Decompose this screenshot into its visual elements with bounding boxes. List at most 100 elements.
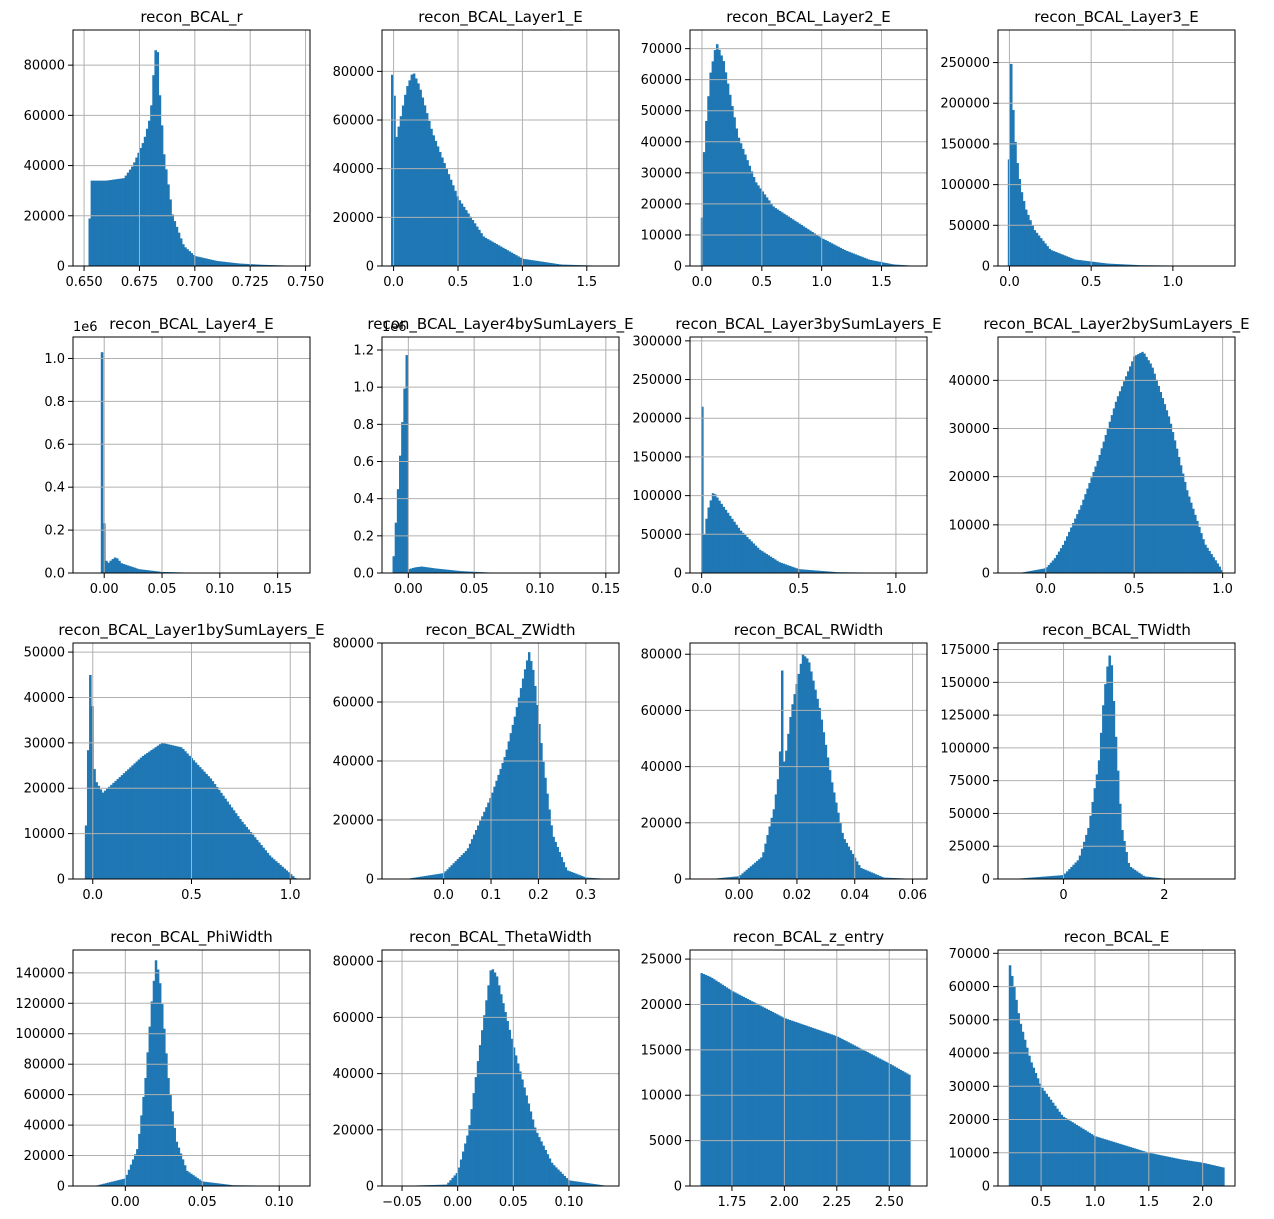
y-tick-label: 50000 (641, 104, 682, 119)
x-tick-label: 0.0 (692, 275, 713, 290)
y-tick-label: 0 (674, 873, 682, 888)
chart-title: recon_BCAL_r (140, 8, 243, 27)
x-tick-label: 1.0 (512, 275, 533, 290)
y-tick-label: 250000 (940, 56, 990, 71)
histogram-panel: −0.05 0.00 0.05 0.10020000400006000080000re… (333, 928, 619, 1210)
y-tick-label: 200000 (940, 97, 990, 112)
y-tick-label: 20000 (949, 1113, 990, 1128)
x-tick-label: 0.5 (788, 582, 809, 597)
y-tick-label: 0 (57, 873, 65, 888)
y-tick-label: 0.0 (353, 567, 374, 582)
y-tick-label: 20000 (24, 209, 65, 224)
y-tick-label: 40000 (24, 691, 65, 706)
y-tick-label: 20000 (641, 998, 682, 1013)
axes-frame (382, 337, 619, 573)
x-tick-label: 1.0 (280, 888, 301, 903)
y-tick-label: 60000 (24, 1088, 65, 1103)
y-tick-label: 0 (366, 873, 374, 888)
histogram-panel: 0 202500050000750001000001250001500001750… (940, 621, 1235, 903)
y-tick-label: 25000 (641, 953, 682, 968)
histogram-bars (1008, 64, 1223, 266)
histogram-bars (406, 652, 610, 879)
chart-title: recon_BCAL_E (1064, 928, 1170, 947)
y-tick-label: 0.0 (44, 567, 65, 582)
y-tick-label: 30000 (24, 736, 65, 751)
y-tick-label: 15000 (641, 1043, 682, 1058)
y-tick-label: 120000 (15, 997, 65, 1012)
chart-title: recon_BCAL_Layer1_E (418, 8, 582, 27)
x-tick-label: 0.750 (287, 275, 324, 290)
y-tick-label: 0.6 (353, 455, 374, 470)
x-tick-label: 1.0 (1163, 275, 1184, 290)
y-tick-label: 20000 (24, 1149, 65, 1164)
x-tick-label: 0.05 (148, 582, 177, 597)
y-tick-label: 30000 (949, 422, 990, 437)
chart-title: recon_BCAL_Layer3bySumLayers_E (675, 315, 941, 334)
histogram-panel: 0.5 1.0 1.5 2.00100002000030000400005000060… (949, 928, 1235, 1210)
y-tick-label: 40000 (333, 755, 374, 770)
x-tick-label: −0.05 (382, 1195, 422, 1210)
y-tick-label: 140000 (15, 966, 65, 981)
y-tick-label: 20000 (24, 782, 65, 797)
y-tick-label: 10000 (641, 1089, 682, 1104)
histogram-bar (1222, 1167, 1225, 1186)
y-tick-label: 70000 (949, 947, 990, 962)
x-tick-label: 0.00 (725, 888, 754, 903)
x-tick-label: 0.15 (263, 582, 292, 597)
y-tick-label: 1.2 (353, 344, 374, 359)
histogram-panel: 0.0 0.5 1.001000020000300004000050000recon… (24, 621, 325, 903)
x-tick-label: 0.675 (121, 275, 158, 290)
y-tick-label: 150000 (940, 137, 990, 152)
chart-title: recon_BCAL_PhiWidth (110, 928, 272, 947)
x-tick-label: 0.00 (111, 1195, 140, 1210)
y-tick-label: 0 (57, 260, 65, 275)
x-tick-label: 2.00 (770, 1195, 799, 1210)
y-tick-label: 40000 (641, 760, 682, 775)
x-tick-label: 1.75 (717, 1195, 746, 1210)
x-tick-label: 1.0 (1212, 582, 1233, 597)
y-tick-label: 0 (674, 567, 682, 582)
y-tick-label: 30000 (641, 166, 682, 181)
y-tick-label: 0 (674, 1180, 682, 1195)
y-tick-label: 250000 (632, 373, 682, 388)
y-tick-label: 50000 (641, 528, 682, 543)
chart-title: recon_BCAL_Layer4bySumLayers_E (367, 315, 633, 334)
y-tick-label: 60000 (641, 73, 682, 88)
x-tick-label: 0.00 (443, 1195, 472, 1210)
y-tick-label: 20000 (641, 816, 682, 831)
y-tick-label: 80000 (333, 955, 374, 970)
x-tick-label: 0.0 (383, 275, 404, 290)
histogram-panel: 1.75 2.00 2.25 2.50050001000015000200002500… (641, 928, 927, 1210)
y-tick-label: 80000 (333, 65, 374, 80)
y-tick-label: 1.0 (44, 352, 65, 367)
y-tick-label: 150000 (632, 450, 682, 465)
y-tick-label: 75000 (949, 774, 990, 789)
x-tick-label: 0.0 (691, 582, 712, 597)
y-tick-label: 100000 (940, 741, 990, 756)
histogram-bars (1019, 352, 1223, 573)
y-tick-label: 10000 (641, 228, 682, 243)
y-tick-label: 200000 (632, 412, 682, 427)
y-tick-label: 80000 (24, 1058, 65, 1073)
x-tick-label: 0.0 (433, 888, 454, 903)
y-tick-label: 0 (57, 1180, 65, 1195)
y-tick-label: 175000 (940, 643, 990, 658)
chart-title: recon_BCAL_Layer1bySumLayers_E (58, 621, 324, 640)
x-tick-label: 0.05 (499, 1195, 528, 1210)
x-tick-label: 1.5 (1138, 1195, 1159, 1210)
y-tick-label: 20000 (641, 197, 682, 212)
x-tick-label: 0.06 (898, 888, 927, 903)
y-tick-label: 60000 (24, 109, 65, 124)
y-tick-label: 80000 (24, 59, 65, 74)
y-tick-label: 0 (366, 1180, 374, 1195)
histogram-bar (405, 355, 408, 573)
x-tick-label: 0.2 (528, 888, 549, 903)
y-tick-label: 80000 (641, 648, 682, 663)
chart-title: recon_BCAL_TWidth (1042, 621, 1191, 640)
x-tick-label: 0.02 (782, 888, 811, 903)
histogram-panel: 0.0 0.1 0.2 0.3020000400006000080000recon_B… (333, 621, 619, 903)
histogram-panel: 0.00 0.05 0.100200004000060000800001000001… (15, 928, 310, 1210)
x-tick-label: 2.50 (875, 1195, 904, 1210)
y-tick-label: 50000 (24, 646, 65, 661)
y-tick-label: 0.6 (44, 438, 65, 453)
